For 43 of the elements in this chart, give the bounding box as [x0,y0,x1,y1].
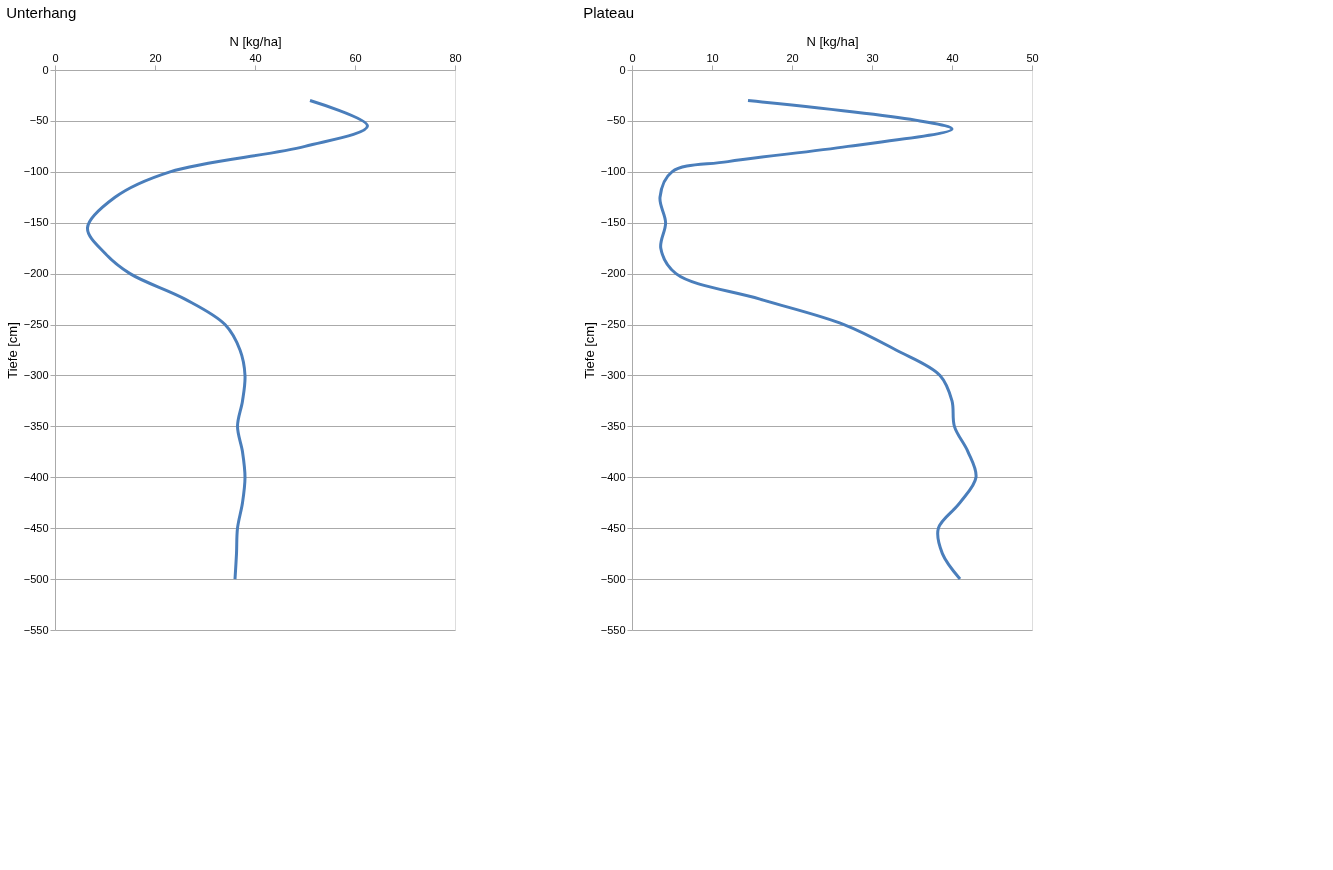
y-tick-label: −300 [23,368,49,381]
x-tick-label: 50 [1026,51,1039,64]
x-tick-label: 0 [52,51,59,64]
chart-title: Unterhang [6,4,77,21]
x-tick-label: 30 [866,51,879,64]
line-series [658,99,978,581]
y-tick-label: −200 [600,267,626,280]
y-tick-label: −350 [23,419,49,432]
x-axis-title: N [kg/ha] [229,33,282,49]
x-tick-label: 80 [449,51,462,64]
y-tick-label: −100 [600,165,626,178]
x-tick-label: 0 [629,51,636,64]
y-axis-title: Tiefe [cm] [581,322,597,379]
x-axis-title: N [kg/ha] [806,33,859,49]
y-tick-label: −200 [23,267,49,280]
y-tick-label: −500 [600,572,626,585]
y-tick-label: −400 [23,470,49,483]
y-tick-label: −250 [23,318,49,331]
y-tick-label: −550 [600,623,626,636]
x-tick-label: 20 [149,51,162,64]
x-tick-label: 40 [946,51,959,64]
y-tick-label: −300 [600,368,626,381]
y-tick-label: −100 [23,165,49,178]
y-tick-label: −450 [600,521,626,534]
x-tick-label: 40 [249,51,262,64]
y-tick-label: −150 [600,216,626,229]
line-series [86,99,369,581]
y-tick-label: −50 [29,114,49,127]
y-tick-label: −250 [600,318,626,331]
y-tick-label: 0 [42,63,49,76]
y-tick-label: 0 [619,63,626,76]
y-tick-label: −50 [606,114,626,127]
y-tick-label: −400 [600,470,626,483]
y-tick-label: −350 [600,419,626,432]
x-tick-label: 60 [349,51,362,64]
chart-title: Plateau [583,4,635,21]
y-tick-label: −500 [23,572,49,585]
y-tick-label: −550 [23,623,49,636]
y-tick-label: −150 [23,216,49,229]
y-tick-label: −450 [23,521,49,534]
x-tick-label: 20 [786,51,799,64]
y-axis-title: Tiefe [cm] [4,322,20,379]
x-tick-label: 10 [706,51,719,64]
